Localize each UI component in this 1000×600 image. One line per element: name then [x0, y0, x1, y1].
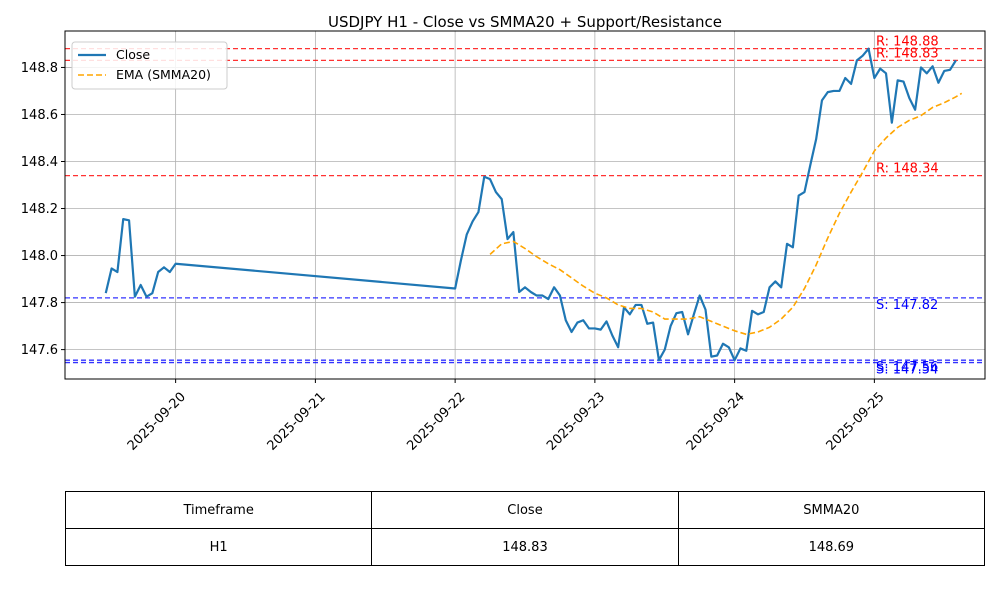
close-series-line	[104, 47, 957, 362]
y-tick-label: 148.4	[21, 155, 58, 170]
x-tick-label: 2025-09-24	[684, 390, 748, 454]
resistance-label: R: 148.88	[876, 35, 939, 50]
x-tick-label: 2025-09-25	[824, 390, 888, 454]
chart-title: USDJPY H1 - Close vs SMMA20 + Support/Re…	[328, 13, 722, 31]
legend: Close EMA (SMMA20)	[71, 41, 228, 90]
table-row: H1 148.83 148.69	[64, 528, 986, 566]
summary-table: Timeframe Close SMMA20 H1 148.83 148.69	[64, 491, 986, 566]
table-cell-smma20: 148.69	[677, 528, 986, 566]
legend-box	[71, 41, 228, 90]
legend-close-label: Close	[116, 47, 150, 62]
resistance-label: R: 148.34	[876, 162, 939, 177]
table-header-close: Close	[371, 491, 679, 529]
table-header-row: Timeframe Close SMMA20	[64, 491, 986, 529]
legend-smma-label: EMA (SMMA20)	[116, 67, 211, 82]
y-tick-label: 148.8	[21, 61, 58, 76]
support-label: S: 147.82	[876, 298, 938, 313]
table-cell-timeframe: H1	[64, 528, 373, 566]
y-tick-label: 147.8	[21, 296, 58, 311]
series-layer	[104, 47, 963, 362]
grid-layer	[65, 31, 985, 379]
resistance-label: R: 148.83	[876, 46, 939, 61]
support-label: S: 147.56	[876, 360, 938, 375]
table-header-smma20: SMMA20	[677, 491, 986, 529]
x-tick-label: 2025-09-23	[544, 390, 608, 454]
support-resistance-layer	[65, 47, 985, 364]
table-header-timeframe: Timeframe	[64, 491, 373, 529]
y-tick-label: 148.2	[21, 202, 58, 217]
x-tick-label: 2025-09-22	[404, 390, 468, 454]
plot-frame	[64, 30, 986, 380]
x-tick-label: 2025-09-20	[125, 390, 189, 454]
axis-layer: 147.6 147.8 148.0 148.2 148.4 148.6 148.8 2025-…	[21, 61, 888, 454]
smma20-series-line	[489, 92, 963, 336]
level-label-layer: R: 148.88R: 148.83 R: 148.34 S: 147.82 S: 1…	[876, 35, 939, 378]
table-cell-close: 148.83	[371, 528, 679, 566]
x-tick-label: 2025-09-21	[265, 390, 329, 454]
y-tick-label: 147.6	[21, 343, 58, 358]
y-tick-label: 148.0	[21, 249, 58, 264]
y-tick-label: 148.6	[21, 108, 58, 123]
support-label: S: 147.54	[876, 363, 938, 378]
